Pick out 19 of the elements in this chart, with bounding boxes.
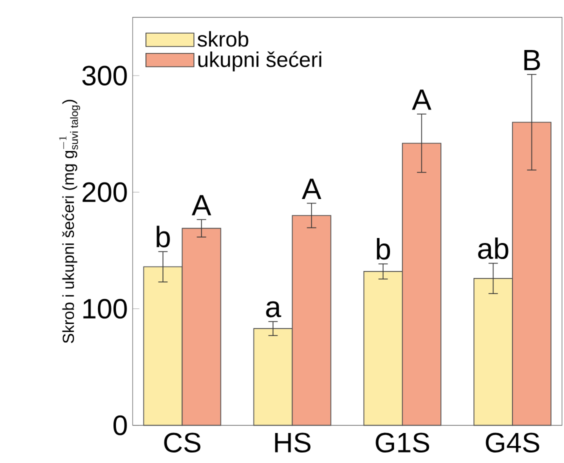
y-tick-label: 100: [83, 299, 127, 319]
y-tick-label: 300: [82, 66, 127, 86]
x-tick-label: CS: [164, 432, 200, 453]
legend-label: skrob: [198, 31, 248, 47]
legend-label: ukupni šećeri: [198, 51, 322, 72]
annotation: a: [266, 301, 282, 318]
x-tick-label: G4S: [486, 432, 540, 453]
annotation: b: [376, 238, 390, 260]
y-tick-label: 200: [82, 182, 127, 202]
annotation: b: [156, 226, 170, 248]
x-tick-label: G1S: [376, 432, 430, 453]
annotation: A: [192, 195, 212, 216]
y-tick-label: 0: [113, 416, 127, 436]
x-tick-label: HS: [275, 432, 310, 453]
annotation: A: [412, 90, 432, 110]
annotation: ab: [478, 238, 508, 260]
annotation: B: [524, 50, 540, 70]
annotation: A: [302, 178, 322, 200]
y-axis-title: $\text{Skrob i ukupni šećeri (mg g}^{-1}_{\text{suvi talog}}\text{)}$: [59, 100, 80, 344]
